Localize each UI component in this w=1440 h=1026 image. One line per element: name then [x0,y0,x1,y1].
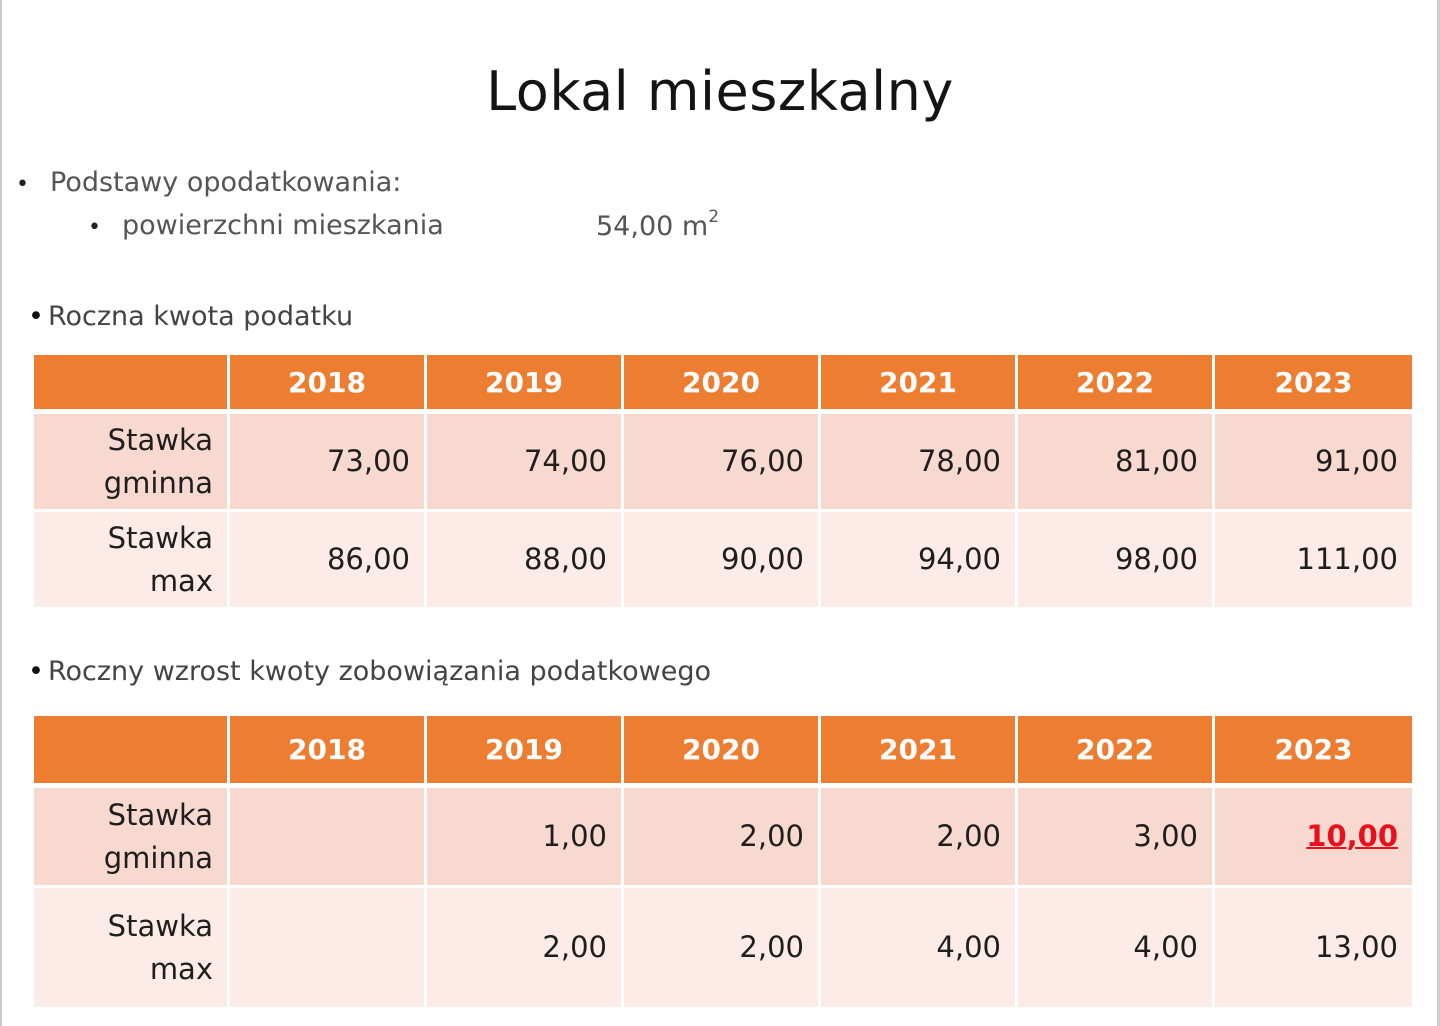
annual-increase-table: 2018 2019 2020 2021 2022 2023 Stawka gmin… [34,716,1412,1010]
table-cell: 90,00 [624,512,821,610]
year-header: 2023 [1215,355,1412,414]
area-value: 54,00 m2 [596,207,720,242]
row-header: Stawka max [34,888,230,1010]
slide-title: Lokal mieszkalny [486,60,954,123]
table-cell: 2,00 [624,788,821,888]
table-cell: 4,00 [1018,888,1215,1010]
slide-right-border [1437,0,1440,1026]
year-header: 2022 [1018,716,1215,788]
table-cell: 73,00 [230,414,427,512]
slide-left-border [0,0,2,1026]
section-annual-amount-label: • Roczna kwota podatku [28,301,354,332]
bullet-dot: • [88,215,101,240]
table-cell: 91,00 [1215,414,1412,512]
table-cell: 13,00 [1215,888,1412,1010]
header-empty-cell [34,355,230,414]
year-header: 2020 [624,355,821,414]
table-row: Stawka gminna 73,00 74,00 76,00 78,00 81,… [34,414,1412,512]
table-cell: 76,00 [624,414,821,512]
year-header: 2021 [821,716,1018,788]
year-header: 2023 [1215,716,1412,788]
year-header: 2021 [821,355,1018,414]
table-cell: 2,00 [624,888,821,1010]
row-header: Stawka max [34,512,230,610]
row-header: Stawka gminna [34,788,230,888]
table-cell: 3,00 [1018,788,1215,888]
table-cell: 88,00 [427,512,624,610]
table-row: Stawka gminna 1,00 2,00 2,00 3,00 10,00 [34,788,1412,888]
table-cell [230,888,427,1010]
section-annual-increase-label: • Roczny wzrost kwoty zobowiązania podatk… [28,656,712,687]
year-header: 2018 [230,355,427,414]
table-cell: 94,00 [821,512,1018,610]
year-header: 2019 [427,716,624,788]
table-cell: 111,00 [1215,512,1412,610]
table-header-row: 2018 2019 2020 2021 2022 2023 [34,355,1412,414]
bases-heading: Podstawy opodatkowania: [50,167,402,198]
header-empty-cell [34,716,230,788]
table-header-row: 2018 2019 2020 2021 2022 2023 [34,716,1412,788]
table-cell: 98,00 [1018,512,1215,610]
table-cell [230,788,427,888]
year-header: 2018 [230,716,427,788]
year-header: 2020 [624,716,821,788]
area-label: powierzchni mieszkania [122,210,444,241]
year-header: 2019 [427,355,624,414]
table-row: Stawka max 2,00 2,00 4,00 4,00 13,00 [34,888,1412,1010]
table-cell: 1,00 [427,788,624,888]
table-cell: 74,00 [427,414,624,512]
annual-tax-table: 2018 2019 2020 2021 2022 2023 Stawka gmin… [34,355,1412,610]
year-header: 2022 [1018,355,1215,414]
table-cell: 86,00 [230,512,427,610]
table-cell: 78,00 [821,414,1018,512]
bullet-dot: • [16,172,29,197]
highlighted-table-cell: 10,00 [1215,788,1412,888]
table-cell: 4,00 [821,888,1018,1010]
row-header: Stawka gminna [34,414,230,512]
table-cell: 2,00 [821,788,1018,888]
table-cell: 2,00 [427,888,624,1010]
table-cell: 81,00 [1018,414,1215,512]
table-row: Stawka max 86,00 88,00 90,00 94,00 98,00 … [34,512,1412,610]
